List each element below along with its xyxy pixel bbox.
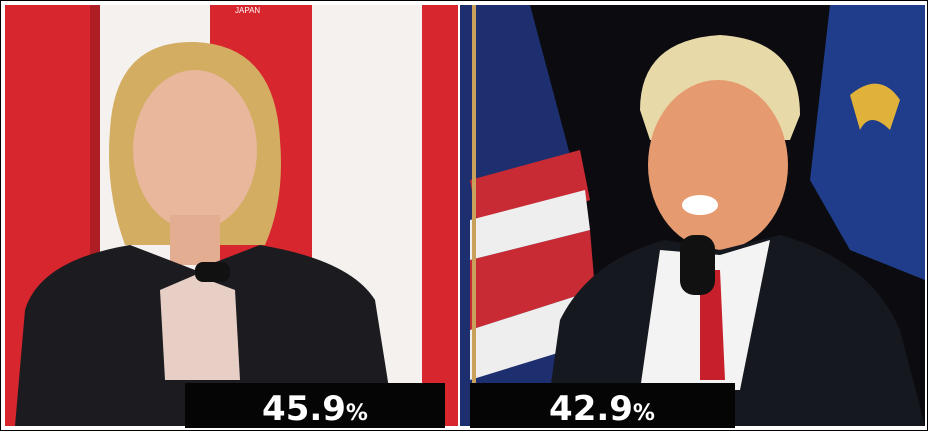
- divider: [458, 5, 460, 426]
- percent-value: 42.9: [549, 389, 633, 429]
- corner-text: JAPAN: [235, 6, 260, 15]
- percent-box: [470, 383, 735, 428]
- percent-label: 45.9%: [262, 389, 368, 429]
- percent-unit: %: [633, 401, 655, 426]
- left-photo: [5, 5, 458, 426]
- percent-label: 42.9%: [549, 389, 655, 429]
- right-photo: [460, 5, 925, 426]
- percent-box: [185, 383, 445, 428]
- percent-unit: %: [346, 401, 368, 426]
- percent-value: 45.9: [262, 389, 346, 429]
